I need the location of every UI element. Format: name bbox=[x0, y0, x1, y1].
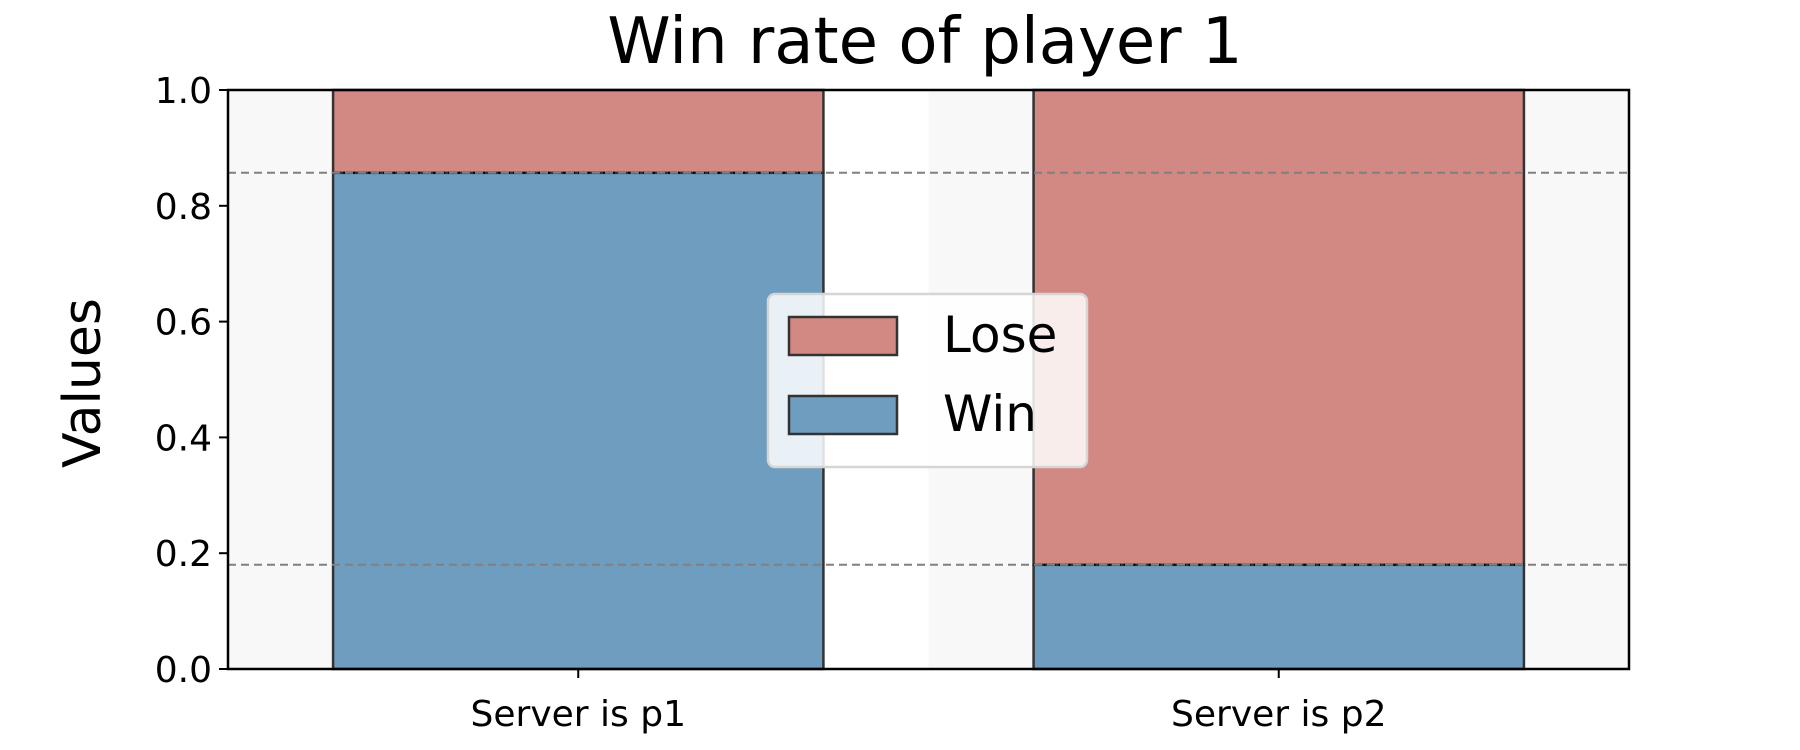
bar-lose-0 bbox=[331, 88, 825, 175]
x-tick-label-0: Server is p1 bbox=[471, 694, 686, 735]
bar-win-0 bbox=[331, 171, 825, 671]
legend: Lose Win bbox=[766, 292, 1089, 469]
legend-label-win: Win bbox=[943, 385, 1037, 443]
y-tick-label-2: 0.4 bbox=[155, 418, 212, 459]
y-tick-label-5: 1.0 bbox=[155, 71, 212, 112]
y-axis-label: Values bbox=[53, 298, 113, 468]
legend-swatch-lose bbox=[787, 315, 899, 357]
bar-win-1 bbox=[1032, 563, 1526, 671]
y-tick-label-1: 0.2 bbox=[155, 534, 212, 575]
y-tick-label-4: 0.8 bbox=[155, 187, 212, 228]
legend-label-lose: Lose bbox=[943, 306, 1057, 364]
x-tick-label-1: Server is p2 bbox=[1171, 694, 1386, 735]
plot-area: 0.0 0.2 0.4 0.6 0.8 1.0 Server is p1 Server is … bbox=[155, 71, 1629, 735]
legend-swatch-win bbox=[787, 394, 899, 436]
chart-title: Win rate of player 1 bbox=[607, 5, 1242, 79]
y-tick-label-0: 0.0 bbox=[155, 650, 212, 691]
y-tick-label-3: 0.6 bbox=[155, 303, 212, 344]
bar-lose-1 bbox=[1032, 88, 1526, 567]
plot-frame bbox=[226, 88, 1631, 671]
